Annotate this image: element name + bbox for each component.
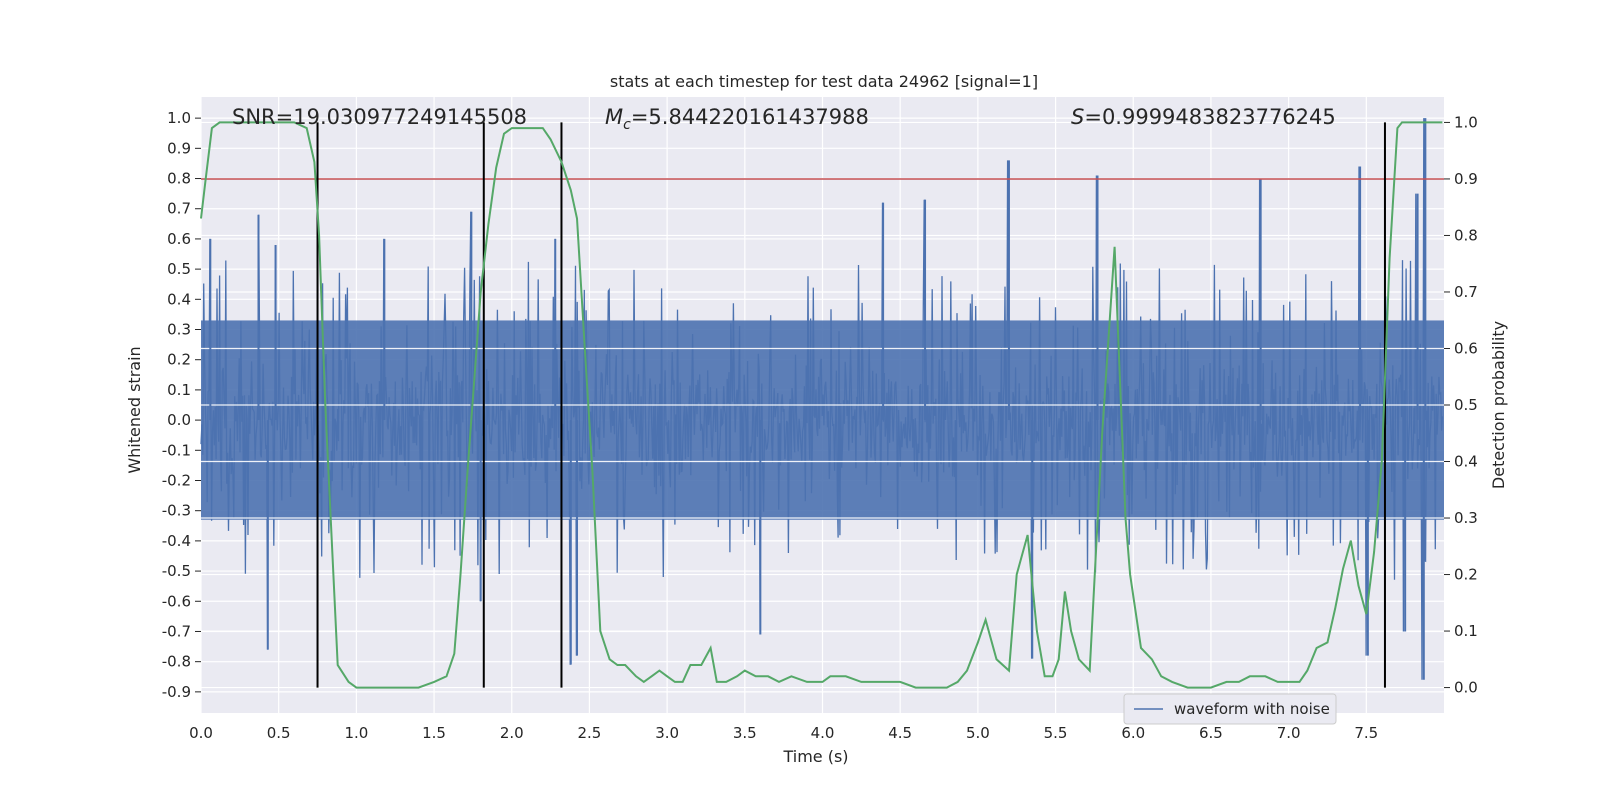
y2-tick-label: 0.2 xyxy=(1454,566,1478,584)
waveform-dense-core xyxy=(201,320,1444,520)
y-tick-label: 0.0 xyxy=(167,411,191,429)
y2-tick-label: 0.0 xyxy=(1454,679,1478,697)
y-tick-label: -0.3 xyxy=(162,502,191,520)
chart-title: stats at each timestep for test data 249… xyxy=(610,72,1038,91)
chirp-mass-annotation: Mc=5.844220161437988 xyxy=(605,105,869,133)
y2-tick-label: 0.7 xyxy=(1454,283,1478,301)
x-tick-label: 7.5 xyxy=(1354,724,1378,742)
x-tick-label: 3.0 xyxy=(655,724,679,742)
y2-tick-label: 0.3 xyxy=(1454,509,1478,527)
x-tick-label: 1.0 xyxy=(344,724,368,742)
y-tick-label: 0.8 xyxy=(167,170,191,188)
y-axis-label: Whitened strain xyxy=(125,346,144,473)
y-tick-label: -0.6 xyxy=(162,592,191,610)
y-tick-label: 0.4 xyxy=(167,290,191,308)
legend-box xyxy=(1123,693,1337,725)
x-tick-label: 0.0 xyxy=(189,724,213,742)
plot-area xyxy=(200,97,1444,713)
y-tick-label: 0.6 xyxy=(167,230,191,248)
legend: waveform with noise xyxy=(1123,693,1337,725)
y-tick-label: 1.0 xyxy=(167,109,191,127)
y-tick-label: -0.8 xyxy=(162,653,191,671)
x-tick-label: 0.5 xyxy=(267,724,291,742)
chirp-mass-symbol: M xyxy=(605,105,623,129)
y-tick-label: -0.9 xyxy=(162,683,191,701)
y2-tick-label: 0.9 xyxy=(1454,170,1478,188)
x-tick-label: 5.5 xyxy=(1044,724,1068,742)
x-tick-label: 2.5 xyxy=(578,724,602,742)
snr-annotation: SNR=19.030977249145508 xyxy=(232,105,527,129)
y-axis-ticks: 1.0 0.9 0.8 0.7 0.6 0.5 0.4 0.3 0.2 0.1 0.0 -0.1 -0.… xyxy=(162,109,201,701)
y2-tick-label: 0.4 xyxy=(1454,453,1478,471)
y-tick-label: -0.2 xyxy=(162,471,191,489)
x-tick-label: 4.0 xyxy=(811,724,835,742)
y-tick-label: 0.1 xyxy=(167,381,191,399)
x-tick-label: 5.0 xyxy=(966,724,990,742)
y-tick-label: -0.1 xyxy=(162,441,191,459)
significance-value: =0.9999483823776245 xyxy=(1084,105,1335,129)
y-tick-label: 0.7 xyxy=(167,200,191,218)
y2-axis-ticks: 1.0 0.9 0.8 0.7 0.6 0.5 0.4 0.3 0.2 0.1 0.0 xyxy=(1444,113,1478,697)
significance-symbol: S xyxy=(1071,105,1084,129)
x-tick-label: 7.0 xyxy=(1277,724,1301,742)
chirp-mass-value: =5.844220161437988 xyxy=(631,105,869,129)
chirp-mass-subscript: c xyxy=(623,117,631,133)
x-tick-label: 2.0 xyxy=(500,724,524,742)
y2-tick-label: 0.8 xyxy=(1454,226,1478,244)
x-tick-label: 3.5 xyxy=(733,724,757,742)
y-tick-label: 0.3 xyxy=(167,321,191,339)
x-tick-label: 6.0 xyxy=(1121,724,1145,742)
detection-probability-line xyxy=(200,121,1443,689)
y2-axis-label: Detection probability xyxy=(1489,321,1508,489)
significance-annotation: S=0.9999483823776245 xyxy=(1071,105,1336,129)
x-axis-ticks: 0.0 0.5 1.0 1.5 2.0 2.5 3.0 3.5 4.0 4.5 5.0 5.5 6.0 6… xyxy=(189,724,1378,742)
y-tick-label: 0.5 xyxy=(167,260,191,278)
x-tick-label: 6.5 xyxy=(1199,724,1223,742)
y-tick-label: -0.5 xyxy=(162,562,191,580)
y-tick-label: -0.4 xyxy=(162,532,191,550)
y2-tick-label: 0.1 xyxy=(1454,622,1478,640)
y2-tick-label: 1.0 xyxy=(1454,113,1478,131)
y-tick-label: 0.9 xyxy=(167,139,191,157)
y-tick-label: -0.7 xyxy=(162,622,191,640)
x-tick-label: 4.5 xyxy=(888,724,912,742)
legend-label-waveform: waveform with noise xyxy=(1174,700,1330,718)
y2-tick-label: 0.6 xyxy=(1454,339,1478,357)
x-axis-label: Time (s) xyxy=(782,747,848,766)
x-tick-label: 1.5 xyxy=(422,724,446,742)
y2-tick-label: 0.5 xyxy=(1454,396,1478,414)
y-tick-label: 0.2 xyxy=(167,351,191,369)
